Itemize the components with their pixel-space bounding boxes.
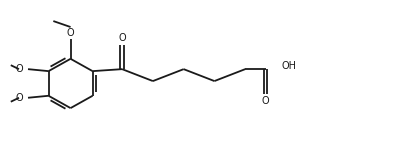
Text: O: O <box>15 64 23 74</box>
Text: OH: OH <box>281 61 296 71</box>
Text: O: O <box>67 28 74 38</box>
Text: O: O <box>15 93 23 103</box>
Text: O: O <box>118 33 126 43</box>
Text: O: O <box>261 95 269 106</box>
